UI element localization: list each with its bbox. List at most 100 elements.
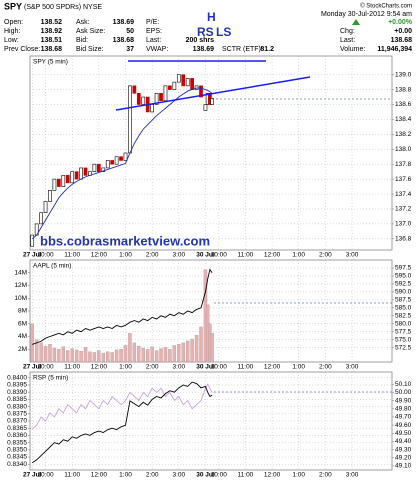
candle (181, 74, 186, 87)
x-tick-label: 2:00 (146, 364, 159, 371)
x-tick-label: 12:00 (264, 364, 281, 371)
annotation: bbs.cobrasmarketview.com (40, 233, 210, 248)
series-line (31, 381, 213, 464)
x-tick-label: 30 Jul (196, 364, 215, 371)
field-label: Bid: (76, 37, 88, 44)
volume-bar (163, 347, 168, 363)
x-tick-label: 2:00 (319, 364, 332, 371)
series-line (32, 268, 213, 345)
panel-title: SPY (5 min) (33, 59, 68, 66)
x-tick-label: 1:00 (119, 364, 132, 371)
volume-bar (83, 347, 88, 363)
x-tick-label: 27 Jul (23, 364, 42, 371)
y-tick-label: 597.5 (395, 265, 412, 272)
y-tick-label: 49.50 (395, 430, 412, 437)
volume-bar (185, 340, 190, 363)
candle (190, 78, 194, 90)
y-tick-label: 587.5 (395, 297, 412, 304)
candle (185, 78, 190, 87)
volume-bar (48, 343, 52, 363)
y-tick-label: 137.6 (395, 176, 412, 183)
y-tick-label: 0.8340 (7, 461, 27, 468)
y-tick-label: 50.00 (395, 389, 412, 396)
volume-bar (110, 352, 114, 363)
y-tick-label: 592.5 (395, 281, 412, 288)
volume-bar (210, 333, 214, 363)
y-tick-label: 575.0 (395, 336, 412, 343)
candle (150, 104, 155, 113)
volume-bar (79, 351, 83, 363)
volume-bar (57, 349, 61, 363)
field-value: 138.69 (113, 19, 135, 26)
x-tick-label: 3:00 (172, 472, 185, 479)
candle (163, 85, 168, 102)
candle (57, 178, 61, 187)
field-value: 138.68 (113, 37, 135, 44)
change-pct: +0.00% (388, 19, 413, 26)
volume-bar (61, 346, 66, 363)
volume-bar (106, 351, 110, 363)
x-tick-label: 10:00 (37, 252, 54, 259)
y-tick-label: 572.5 (395, 344, 412, 351)
y-tick-label: 0.8350 (7, 447, 27, 454)
candle (52, 178, 57, 191)
y-tick-label: 138.4 (395, 116, 412, 123)
field-label: Ask: (76, 19, 90, 26)
field-value: 200 shrs (186, 37, 215, 44)
y-tick-label: 138.6 (395, 101, 412, 108)
x-tick-label: 12:00 (91, 364, 108, 371)
y-tick-label: 138.2 (395, 131, 412, 138)
credit: © StockCharts.com (360, 3, 412, 10)
volume-bar (101, 352, 105, 363)
x-tick-label: 1:00 (119, 252, 132, 259)
candle (65, 175, 70, 184)
candle (128, 85, 132, 154)
candle (30, 234, 35, 247)
series-line (31, 87, 213, 240)
x-tick-label: 11:00 (64, 472, 80, 479)
panel-title: RSP (5 min) (33, 375, 68, 382)
y-tick-label: 50.10 (395, 381, 412, 388)
candle (70, 171, 75, 184)
candle (172, 81, 177, 90)
y-tick-label: 0.8385 (7, 396, 27, 403)
candle (123, 152, 128, 161)
x-tick-label: 3:00 (172, 364, 185, 371)
symbol-name: (S&P 500 SPDRs) NYSE (24, 4, 102, 11)
candle (105, 160, 110, 169)
x-tick-label: 3:00 (172, 252, 185, 259)
candle (132, 85, 137, 94)
volume-bar (194, 335, 199, 363)
candle (210, 98, 214, 105)
y-tick-label: 0.8365 (7, 425, 27, 432)
datetime: Monday 30-Jul-2012 9:54 am (321, 11, 412, 18)
y-tick-label: 0.8380 (7, 403, 27, 410)
y-tick-label: 49.40 (395, 438, 412, 445)
x-tick-label: 11:00 (238, 252, 254, 259)
y-tick-label: 137.8 (395, 161, 412, 168)
y-tick-label: 0.8355 (7, 439, 27, 446)
sctr-value: 81.2 (260, 46, 274, 53)
candle (92, 163, 97, 172)
volume-bar (92, 352, 97, 363)
candle (79, 167, 83, 180)
y-tick-label: 8M (18, 308, 27, 315)
field-value: 138.68 (391, 37, 413, 44)
field-label: High: (4, 28, 20, 35)
y-tick-label: 137.2 (395, 206, 412, 213)
x-tick-label: 10:00 (37, 364, 54, 371)
volume-bar (66, 350, 70, 363)
field-value: 138.68 (41, 46, 63, 53)
volume-bar (74, 349, 79, 363)
volume-bar (159, 348, 163, 363)
candle (203, 104, 208, 111)
volume-bar (177, 343, 181, 363)
candle (114, 156, 119, 165)
volume-bar (137, 345, 141, 363)
volume-bar (123, 345, 128, 363)
volume-bar (154, 350, 159, 363)
candle (48, 190, 52, 202)
y-tick-label: 14M (14, 269, 27, 276)
volume-bar (168, 349, 172, 363)
field-value: 138.52 (41, 19, 63, 26)
